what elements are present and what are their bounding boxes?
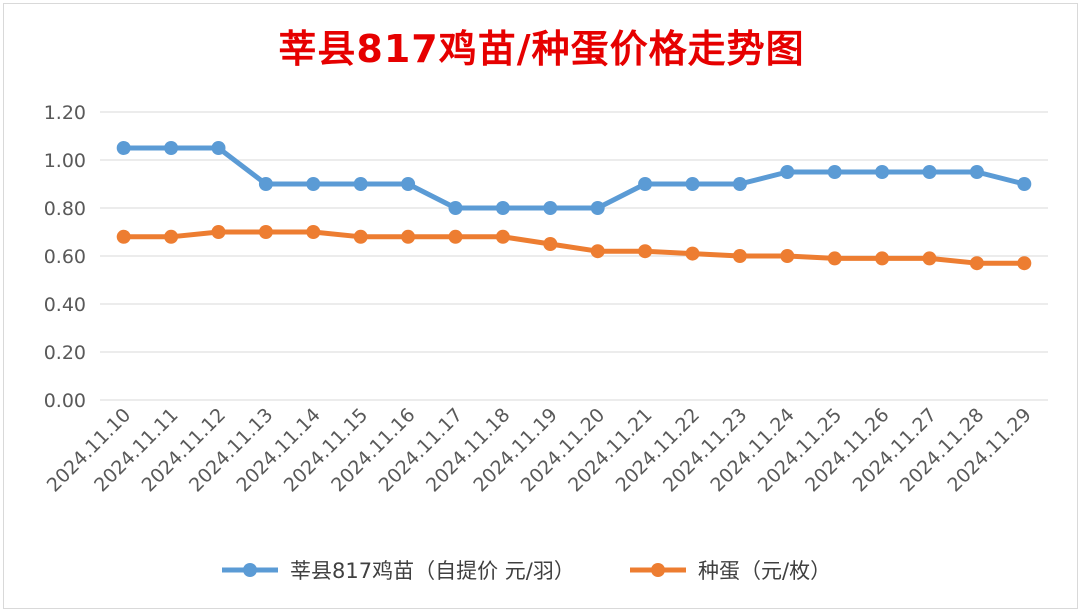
- data-point: [780, 249, 795, 263]
- series-line-0: [121, 145, 1027, 211]
- data-point: [685, 246, 700, 261]
- data-point: [780, 165, 795, 179]
- y-tick-label: 0.20: [44, 342, 86, 364]
- y-axis: 0.00 0.20 0.40 0.60 0.80 1.00 1.20: [44, 102, 86, 412]
- data-point: [448, 201, 463, 215]
- legend-swatch-marker: [243, 563, 257, 577]
- data-point: [922, 165, 937, 179]
- data-point: [164, 229, 179, 244]
- data-point: [401, 177, 416, 191]
- data-point: [353, 177, 368, 191]
- data-point: [116, 141, 131, 155]
- legend-label: 莘县817鸡苗（自提价 元/羽）: [290, 559, 575, 583]
- data-point: [211, 225, 226, 239]
- data-point: [638, 244, 653, 259]
- y-tick-label: 0.40: [44, 294, 86, 316]
- legend-label: 种蛋（元/枚）: [698, 559, 831, 583]
- data-point: [495, 201, 510, 215]
- data-point: [1017, 177, 1032, 191]
- data-point: [922, 251, 937, 266]
- data-point: [590, 244, 605, 259]
- y-tick-label: 0.60: [44, 246, 86, 268]
- data-point: [969, 256, 984, 271]
- x-axis: 2024.11.102024.11.112024.11.122024.11.13…: [43, 404, 1036, 496]
- data-point: [827, 165, 842, 179]
- data-point: [732, 177, 747, 191]
- data-point: [543, 201, 558, 215]
- data-point: [211, 141, 226, 155]
- y-tick-label: 0.80: [44, 198, 86, 220]
- data-point: [685, 177, 700, 191]
- data-point: [1017, 256, 1032, 271]
- legend-swatch-marker: [651, 563, 665, 577]
- y-tick-label: 1.00: [44, 150, 86, 172]
- data-point: [258, 225, 273, 239]
- data-point: [401, 229, 416, 244]
- data-point: [306, 177, 321, 191]
- data-point: [164, 141, 179, 155]
- data-point: [827, 251, 842, 266]
- data-point: [638, 177, 653, 191]
- data-point: [258, 177, 273, 191]
- data-point: [590, 201, 605, 215]
- data-point: [116, 229, 131, 244]
- data-point: [969, 165, 984, 179]
- data-point: [353, 229, 368, 244]
- data-point: [875, 165, 890, 179]
- data-point: [732, 249, 747, 263]
- chart-title: 莘县817鸡苗/种蛋价格走势图: [278, 27, 805, 71]
- series-line-1: [121, 229, 1027, 266]
- data-point: [495, 229, 510, 244]
- y-tick-label: 0.00: [44, 390, 86, 412]
- data-point: [875, 251, 890, 266]
- data-point: [448, 229, 463, 244]
- series-layer: [116, 141, 1032, 271]
- y-tick-label: 1.20: [44, 102, 86, 124]
- legend: 莘县817鸡苗（自提价 元/羽） 种蛋（元/枚）: [222, 559, 831, 583]
- data-point: [306, 225, 321, 239]
- data-point: [543, 237, 558, 251]
- chart-area: [3, 3, 1078, 609]
